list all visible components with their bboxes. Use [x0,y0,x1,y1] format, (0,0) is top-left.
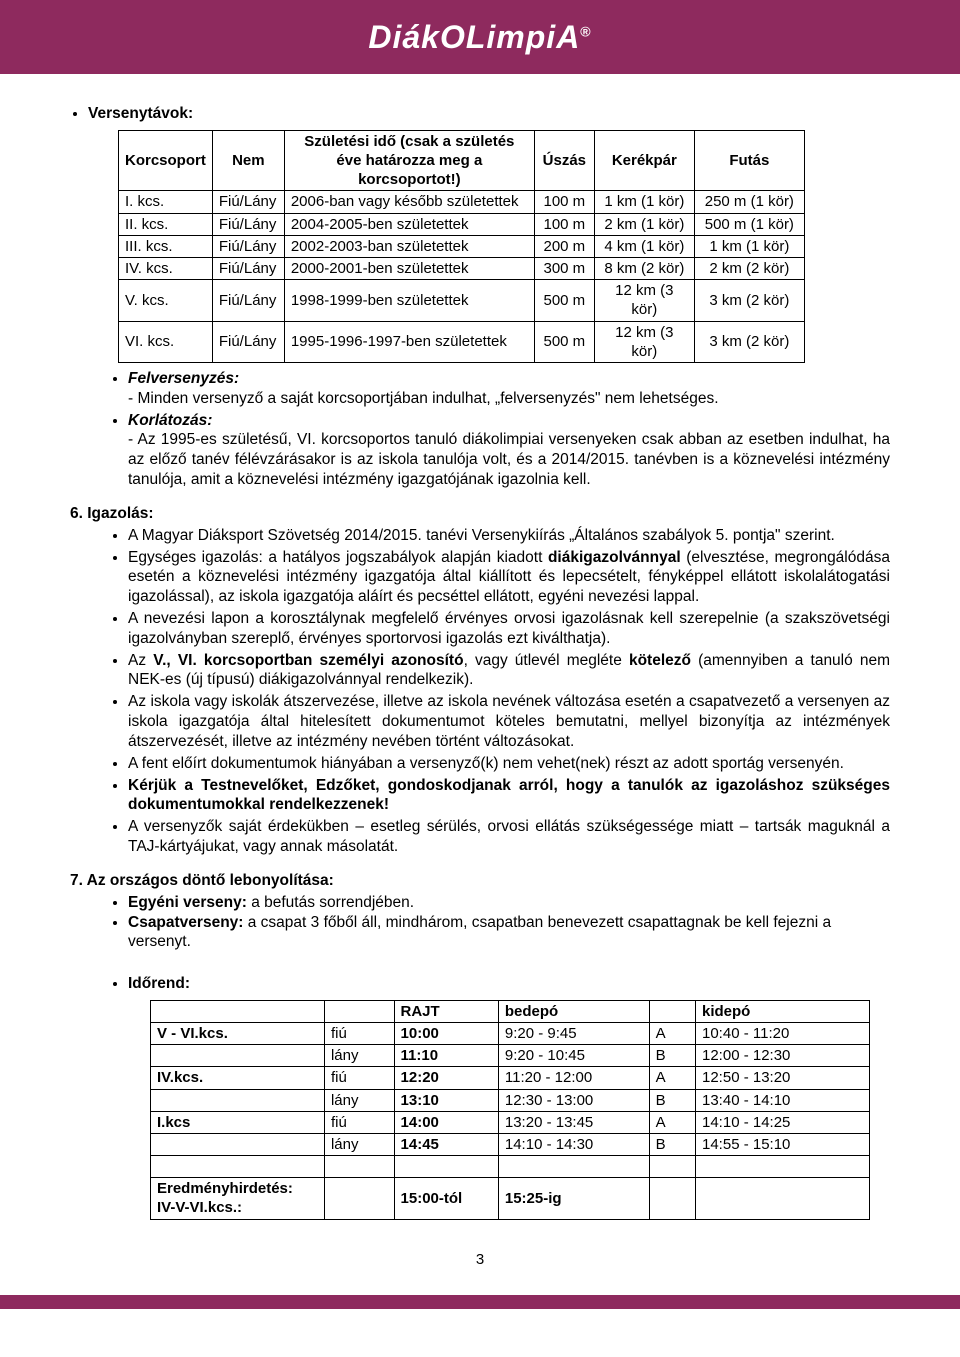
th-uszas: Úszás [534,130,594,191]
egyeni-verseny: Egyéni verseny: a befutás sorrendjében. [128,893,890,913]
table-row: I. kcs.Fiú/Lány2006-ban vagy később szül… [119,191,805,213]
th-empty [649,1000,695,1022]
list-item: Kérjük a Testnevelőket, Edzőket, gondosk… [128,776,890,816]
list-item: Az iskola vagy iskolák átszervezése, ill… [128,692,890,751]
th-nem: Nem [212,130,284,191]
table-row: II. kcs.Fiú/Lány2004-2005-ben születette… [119,213,805,235]
logo: DiákOLimpiA® [368,19,591,56]
th-rajt: RAJT [394,1000,498,1022]
list-item: Egységes igazolás: a hatályos jogszabály… [128,548,890,607]
korlatozas-line: Az 1995-es születésű, VI. korcsoportos t… [128,430,890,489]
list-item: Az V., VI. korcsoportban személyi azonos… [128,651,890,691]
table-row: lány11:109:20 - 10:45B12:00 - 12:30 [151,1045,870,1067]
list-item: A nevezési lapon a korosztálynak megfele… [128,609,890,649]
eredmeny-label: Eredményhirdetés:IV-V-VI.kcs.: [151,1178,325,1219]
th-kidepo: kidepó [696,1000,870,1022]
list-item: A versenyzők saját érdekükben – esetleg … [128,817,890,857]
list-item: A fent előírt dokumentumok hiányában a v… [128,754,890,774]
th-futas: Futás [694,130,804,191]
section-6-list: A Magyar Diáksport Szövetség 2014/2015. … [70,526,890,857]
csapatverseny: Csapatverseny: a csapat 3 főből áll, min… [128,913,890,953]
list-item: A Magyar Diáksport Szövetség 2014/2015. … [128,526,890,546]
table-row-empty [151,1156,870,1178]
header-band: DiákOLimpiA® [0,0,960,74]
th-korcsoport: Korcsoport [119,130,213,191]
table-row: lány13:1012:30 - 13:00B13:40 - 14:10 [151,1089,870,1111]
th-kerekpar: Kerékpár [594,130,694,191]
korlatozas-title: Korlátozás: [128,411,890,431]
section-7-title: 7. Az országos döntő lebonyolítása: [70,871,890,891]
table-row: V - VI.kcs.fiú10:009:20 - 9:45A10:40 - 1… [151,1023,870,1045]
section-6-title: 6. Igazolás: [70,504,890,524]
idorend-title: Időrend: [128,974,890,994]
page-content: Versenytávok: Korcsoport Nem Születési i… [0,74,960,1289]
schedule-table: RAJT bedepó kidepó V - VI.kcs.fiú10:009:… [150,1000,870,1220]
table-row: lány14:4514:10 - 14:30B14:55 - 15:10 [151,1134,870,1156]
footer-band [0,1295,960,1309]
th-empty [324,1000,394,1022]
th-bedepo: bedepó [498,1000,649,1022]
th-szul: Születési idő (csak a születés éve határ… [284,130,534,191]
th-empty [151,1000,325,1022]
table-row-result: Eredményhirdetés:IV-V-VI.kcs.: 15:00-tól… [151,1178,870,1219]
table-row: V. kcs.Fiú/Lány1998-1999-ben születettek… [119,280,805,321]
felversenyzes-title: Felversenyzés: [128,369,890,389]
table-row: IV. kcs.Fiú/Lány2000-2001-ben születette… [119,257,805,279]
table-row: III. kcs.Fiú/Lány2002-2003-ban született… [119,235,805,257]
table-row: VI. kcs.Fiú/Lány1995-1996-1997-ben szüle… [119,321,805,362]
page-number: 3 [70,1250,890,1269]
table-row: I.kcsfiú14:0013:20 - 13:45A14:10 - 14:25 [151,1111,870,1133]
table-row: IV.kcs.fiú12:2011:20 - 12:00A12:50 - 13:… [151,1067,870,1089]
distance-table: Korcsoport Nem Születési idő (csak a szü… [118,130,805,363]
section-versenytavok: Versenytávok: [88,104,890,124]
felversenyzes-line: Minden versenyző a saját korcsoportjában… [128,389,890,409]
